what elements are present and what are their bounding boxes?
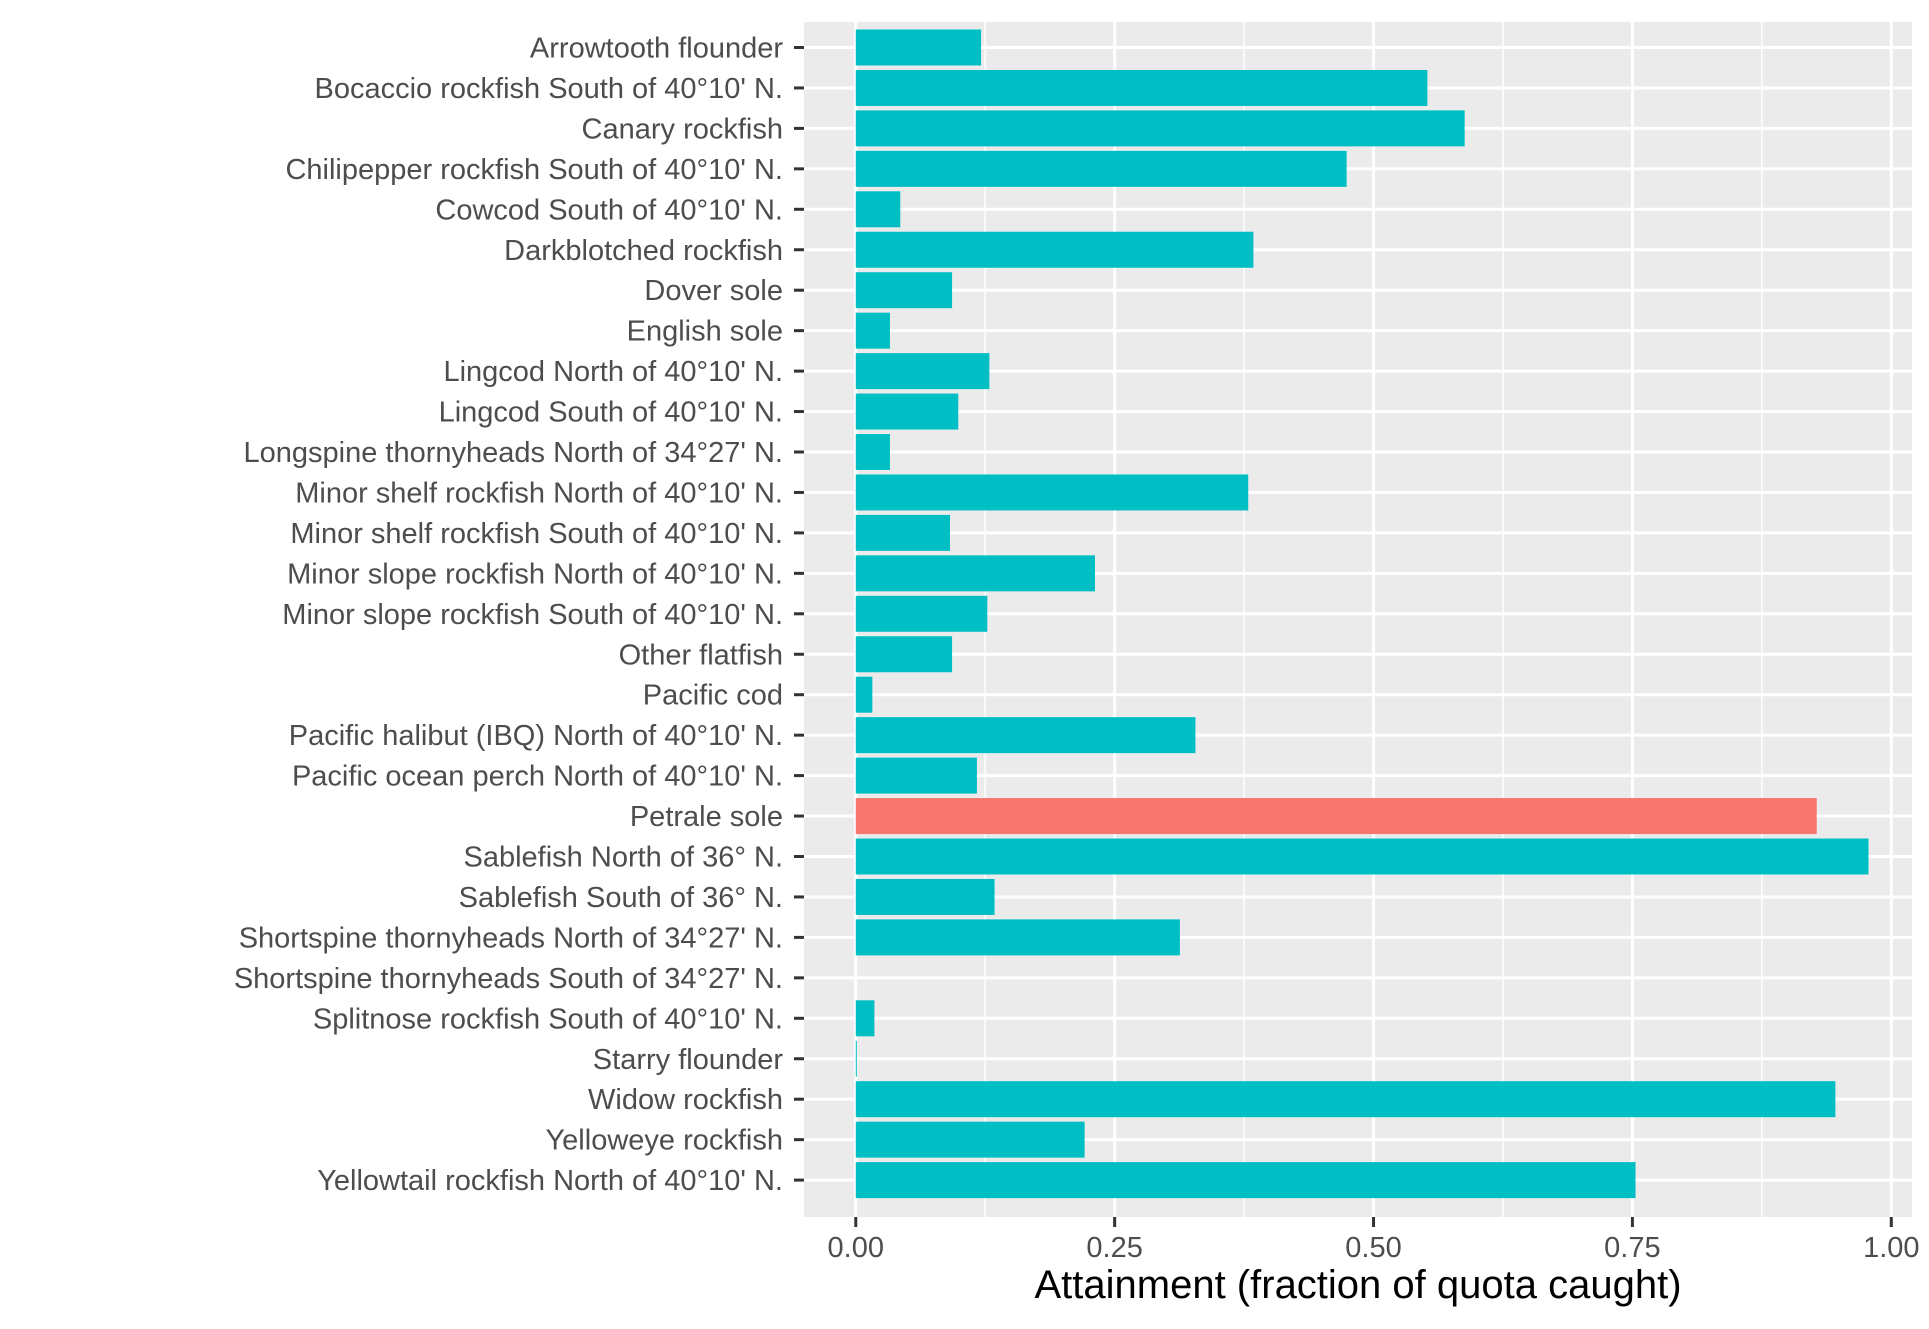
bar-canary-rockfish	[855, 110, 1465, 147]
bar-minor-shelf-rockfish-north-of-40-10-n	[855, 474, 1249, 511]
bar-widow-rockfish	[855, 1081, 1836, 1118]
y-tick-label: English sole	[627, 316, 783, 348]
y-tick-label: Lingcod North of 40°10' N.	[443, 356, 783, 388]
bar-yellowtail-rockfish-north-of-40-10-n	[855, 1162, 1636, 1199]
x-axis: 0.00 0.25 0.50 0.75 1.00	[828, 1217, 1920, 1264]
y-tick-label: Minor slope rockfish South of 40°10' N.	[282, 599, 783, 631]
y-tick-label: Pacific ocean perch North of 40°10' N.	[292, 761, 783, 793]
bar-english-sole	[855, 312, 890, 349]
bar-petrale-sole	[855, 798, 1817, 835]
x-axis-title: Attainment (fraction of quota caught)	[1034, 1263, 1681, 1307]
y-tick-label: Darkblotched rockfish	[504, 235, 783, 267]
bar-minor-slope-rockfish-north-of-40-10-n	[855, 555, 1095, 592]
bar-darkblotched-rockfish	[855, 231, 1254, 268]
y-tick-label: Arrowtooth flounder	[530, 33, 783, 65]
bar-sablefish-south-of-36-n	[855, 878, 995, 915]
y-tick-label: Minor shelf rockfish North of 40°10' N.	[295, 477, 783, 509]
bar-other-flatfish	[855, 636, 953, 673]
bar-chilipepper-rockfish-south-of-40-10-n	[855, 150, 1347, 187]
y-tick-label: Other flatfish	[619, 639, 783, 671]
y-axis: Arrowtooth flounder Bocaccio rockfish Sou…	[234, 33, 804, 1197]
x-tick-label: 0.50	[1345, 1232, 1401, 1264]
bar-lingcod-north-of-40-10-n	[855, 353, 990, 390]
bar-lingcod-south-of-40-10-n	[855, 393, 959, 430]
bar-minor-shelf-rockfish-south-of-40-10-n	[855, 514, 951, 551]
bar-splitnose-rockfish-south-of-40-10-n	[855, 1000, 875, 1037]
y-tick-label: Sablefish North of 36° N.	[464, 842, 783, 874]
y-tick-label: Canary rockfish	[582, 113, 783, 145]
x-tick-label: 0.25	[1086, 1232, 1142, 1264]
bar-longspine-thornyheads-north-of-34-27-n	[855, 434, 890, 470]
x-tick-label: 0.00	[828, 1232, 884, 1264]
y-tick-label: Pacific cod	[643, 680, 783, 712]
bar-starry-flounder	[855, 1040, 857, 1077]
bar-yelloweye-rockfish	[855, 1121, 1085, 1158]
y-tick-label: Lingcod South of 40°10' N.	[439, 397, 783, 429]
bar-shortspine-thornyheads-north-of-34-27-n	[855, 919, 1180, 956]
bar-sablefish-north-of-36-n	[855, 838, 1869, 875]
y-tick-label: Bocaccio rockfish South of 40°10' N.	[315, 73, 784, 105]
bar-bocaccio-rockfish-south-of-40-10-n	[855, 69, 1428, 106]
y-tick-label: Petrale sole	[630, 801, 783, 833]
y-tick-label: Shortspine thornyheads South of 34°27' N…	[234, 963, 783, 995]
bar-pacific-ocean-perch-north-of-40-10-n	[855, 757, 977, 794]
y-tick-label: Longspine thornyheads North of 34°27' N.	[244, 437, 784, 469]
y-tick-label: Minor slope rockfish North of 40°10' N.	[287, 558, 783, 590]
y-tick-label: Starry flounder	[593, 1044, 784, 1076]
bar-arrowtooth-flounder	[855, 29, 982, 66]
bar-minor-slope-rockfish-south-of-40-10-n	[855, 595, 988, 632]
bar-pacific-halibut-ibq-north-of-40-10-n	[855, 717, 1196, 754]
bars	[855, 29, 1869, 1199]
y-tick-label: Yelloweye rockfish	[546, 1125, 784, 1157]
y-tick-label: Chilipepper rockfish South of 40°10' N.	[285, 154, 783, 186]
y-tick-label: Yellowtail rockfish North of 40°10' N.	[317, 1165, 783, 1197]
x-tick-label: 1.00	[1863, 1232, 1919, 1264]
y-tick-label: Cowcod South of 40°10' N.	[435, 194, 783, 226]
y-tick-label: Shortspine thornyheads North of 34°27' N…	[239, 922, 783, 954]
y-tick-label: Widow rockfish	[588, 1084, 783, 1116]
y-tick-label: Dover sole	[644, 275, 783, 307]
y-tick-label: Sablefish South of 36° N.	[459, 882, 783, 914]
y-tick-label: Pacific halibut (IBQ) North of 40°10' N.	[289, 720, 783, 752]
bar-cowcod-south-of-40-10-n	[855, 191, 901, 228]
x-tick-label: 0.75	[1604, 1232, 1660, 1264]
y-tick-label: Splitnose rockfish South of 40°10' N.	[313, 1003, 783, 1035]
y-tick-label: Minor shelf rockfish South of 40°10' N.	[290, 518, 783, 550]
bar-pacific-cod	[855, 676, 873, 713]
bar-dover-sole	[855, 272, 953, 309]
